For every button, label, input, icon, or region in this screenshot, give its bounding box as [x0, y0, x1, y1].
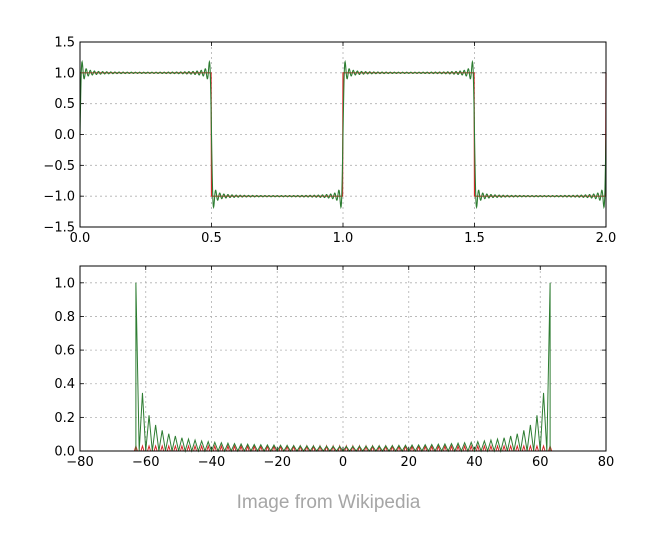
- bottom-x-tick-label: −40: [198, 455, 225, 470]
- top-y-tick-label: 1.0: [54, 66, 75, 81]
- bottom-x-tick-label: −60: [132, 455, 159, 470]
- top-x-tick-label: 2.0: [596, 231, 617, 246]
- bottom-y-tick-label: 0.8: [54, 310, 75, 325]
- bottom-y-tick-label: 0.0: [54, 445, 75, 460]
- bottom-y-tick-label: 0.4: [54, 377, 75, 392]
- bottom-spectrum-plot: −80 −60 −40 −20 0 20 40 60 80 0.0 0.2 0.4 0.6 0.8 1.0: [54, 265, 615, 470]
- bottom-x-tick-label: −20: [264, 455, 291, 470]
- bottom-y-tick-label: 1.0: [54, 276, 75, 291]
- image-caption: Image from Wikipedia: [236, 492, 421, 513]
- bottom-plot-frame: [79, 265, 607, 452]
- top-y-tick-label: −0.5: [43, 159, 75, 174]
- top-x-tick-label: 0.0: [70, 231, 91, 246]
- bottom-x-tick-label: −80: [66, 455, 93, 470]
- top-y-tick-label: −1.0: [43, 190, 75, 205]
- bottom-x-tick-label: 20: [400, 455, 417, 470]
- bottom-y-tick-label: 0.6: [54, 344, 75, 359]
- bottom-x-tick-label: 80: [598, 455, 615, 470]
- top-y-tick-label: 1.5: [54, 36, 75, 51]
- top-x-tick-label: 0.5: [201, 231, 222, 246]
- bottom-y-tick-label: 0.2: [54, 411, 75, 426]
- top-plot-frame: [79, 41, 607, 228]
- fourier-partial-sum-line: [79, 59, 607, 210]
- top-x-tick-label: 1.0: [333, 231, 354, 246]
- bottom-x-tick-label: 40: [466, 455, 483, 470]
- top-x-tick-label: 1.5: [464, 231, 485, 246]
- top-y-tick-label: 0.5: [54, 97, 75, 112]
- top-time-domain-plot: 0.0 0.5 1.0 1.5 2.0 −1.5 −1.0 −0.5 0.0 0.5 1.0 1.5: [43, 36, 616, 247]
- bottom-x-tick-label: 60: [532, 455, 549, 470]
- top-y-tick-label: −1.5: [43, 221, 75, 236]
- bottom-x-tick-label: 0: [339, 455, 347, 470]
- top-y-tick-label: 0.0: [54, 128, 75, 143]
